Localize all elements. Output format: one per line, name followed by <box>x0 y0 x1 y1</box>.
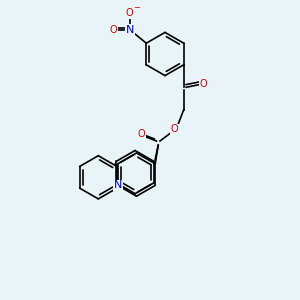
Text: −: − <box>133 3 140 12</box>
Text: O: O <box>200 79 207 89</box>
Text: O: O <box>138 129 146 139</box>
Text: N: N <box>114 180 122 190</box>
Text: O: O <box>171 124 178 134</box>
Text: O: O <box>126 8 134 18</box>
Text: N: N <box>126 25 134 35</box>
Text: O: O <box>110 25 117 35</box>
